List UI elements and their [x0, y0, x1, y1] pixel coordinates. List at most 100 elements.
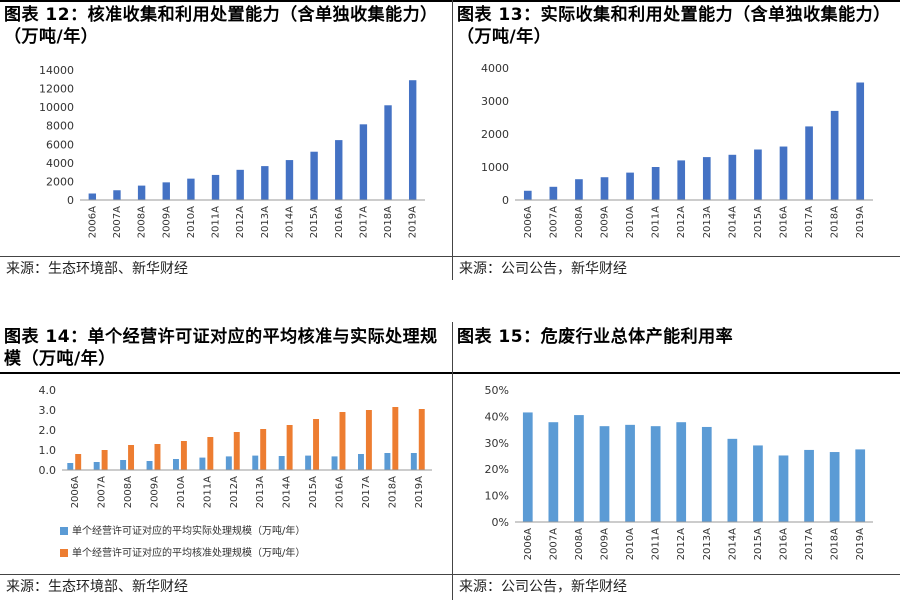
x-tick-label: 2015A — [753, 528, 764, 560]
x-tick-label: 2015A — [753, 206, 764, 238]
chart-source: 来源：公司公告，新华财经 — [459, 579, 627, 595]
x-tick-label: 2009A — [600, 528, 611, 560]
y-tick-label: 6000 — [46, 138, 74, 151]
x-tick-label: 2012A — [676, 206, 687, 238]
bar — [753, 445, 763, 522]
x-tick-label: 2011A — [202, 476, 213, 508]
bar — [548, 422, 559, 522]
bar — [702, 157, 711, 200]
y-tick-label: 2000 — [46, 175, 74, 188]
y-tick-label: 1.0 — [39, 444, 57, 457]
x-tick-label: 2007A — [548, 206, 559, 238]
bar — [779, 146, 788, 200]
x-tick-label: 2013A — [260, 206, 271, 238]
bar — [358, 454, 364, 470]
chart-title: 图表 14：单个经营许可证对应的平均核准与实际处理规模（万吨/年） — [4, 327, 438, 369]
bar — [392, 407, 399, 470]
x-tick-label: 2009A — [161, 206, 172, 238]
bar — [599, 426, 610, 522]
column-divider — [452, 0, 453, 280]
x-tick-label: 2007A — [548, 528, 559, 560]
bar — [162, 182, 170, 200]
bar — [260, 429, 267, 470]
bar — [101, 450, 108, 470]
bar — [113, 190, 121, 200]
bar — [600, 177, 609, 200]
x-tick-label: 2019A — [855, 206, 866, 238]
y-tick-label: 2.0 — [39, 424, 57, 437]
bar — [575, 179, 583, 200]
y-tick-label: 4000 — [481, 62, 509, 75]
chart-title: 图表 12：核准收集和利用处置能力（含单独收集能力）（万吨/年） — [4, 5, 438, 47]
x-tick-label: 2016A — [779, 206, 790, 238]
bar — [778, 455, 789, 522]
x-tick-label: 2018A — [387, 476, 398, 508]
x-tick-label: 2011A — [211, 206, 222, 238]
x-tick-label: 2009A — [150, 476, 161, 508]
y-tick-label: 12000 — [39, 83, 74, 96]
y-tick-label: 1000 — [481, 161, 509, 174]
legend-swatch — [60, 527, 68, 535]
bar — [418, 409, 425, 470]
bar — [574, 415, 584, 522]
panel-top-rule — [0, 0, 452, 2]
panel-title-rule — [0, 372, 452, 374]
legend-item-actual: 单个经营许可证对应的平均实际处理规模（万吨/年） — [60, 522, 305, 537]
bar — [701, 426, 712, 522]
bar — [310, 151, 318, 200]
x-tick-label: 2016A — [335, 476, 346, 508]
x-tick-label: 2011A — [651, 206, 662, 238]
x-tick-label: 2008A — [574, 206, 585, 238]
bar — [384, 105, 392, 200]
x-tick-label: 2017A — [804, 206, 815, 238]
bar — [856, 82, 865, 200]
bar — [365, 410, 372, 470]
bar — [207, 437, 214, 470]
legend-item-approved: 单个经营许可证对应的平均核准处理规模（万吨/年） — [60, 544, 305, 559]
bar — [728, 154, 737, 200]
x-tick-label: 2019A — [855, 528, 866, 560]
y-tick-label: 20% — [485, 463, 509, 476]
bar — [252, 455, 259, 470]
bar — [199, 457, 206, 470]
y-tick-label: 40% — [485, 410, 509, 423]
bar — [128, 445, 135, 470]
y-tick-label: 10% — [485, 490, 509, 503]
y-tick-label: 8000 — [46, 120, 74, 133]
bar — [339, 412, 346, 470]
legend-label: 单个经营许可证对应的平均核准处理规模（万吨/年） — [72, 548, 306, 559]
y-tick-label: 14000 — [39, 64, 74, 77]
chart-title: 图表 13：实际收集和利用处置能力（含单独收集能力）（万吨/年） — [457, 5, 891, 47]
x-tick-label: 2015A — [308, 476, 319, 508]
y-tick-label: 30% — [485, 437, 509, 450]
x-tick-label: 2018A — [830, 528, 841, 560]
bar — [626, 172, 634, 200]
x-tick-label: 2017A — [361, 476, 372, 508]
legend-swatch — [60, 549, 68, 557]
x-tick-label: 2006A — [70, 476, 81, 508]
bar — [830, 110, 839, 200]
bar — [154, 444, 161, 470]
x-tick-label: 2013A — [702, 206, 713, 238]
legend-label: 单个经营许可证对应的平均实际处理规模（万吨/年） — [72, 526, 306, 537]
chart-14: 0.0 1.0 2.0 3.0 4.0 2006A 2007A 2008A 2009A 2010A… — [39, 384, 432, 508]
bar — [278, 456, 285, 470]
bar — [359, 124, 368, 200]
x-tick-label: 2014A — [727, 206, 738, 238]
bar — [650, 426, 661, 522]
x-tick-label: 2016A — [779, 528, 790, 560]
source-rule — [453, 574, 900, 575]
bar — [625, 424, 635, 522]
chart-source: 来源：生态环境部、新华财经 — [6, 579, 188, 595]
x-tick-label: 2006A — [87, 206, 98, 238]
bar — [331, 456, 338, 470]
x-tick-label: 2012A — [229, 476, 240, 508]
x-tick-label: 2019A — [414, 476, 425, 508]
bar — [408, 80, 417, 200]
bar — [829, 452, 840, 522]
x-tick-label: 2019A — [408, 206, 419, 238]
x-tick-label: 2015A — [309, 206, 320, 238]
x-tick-label: 2014A — [282, 476, 293, 508]
chart-15: 0% 10% 20% 30% 40% 50% 2006A 2007A 2008A 2009A 201… — [485, 384, 873, 560]
bar — [146, 461, 153, 470]
